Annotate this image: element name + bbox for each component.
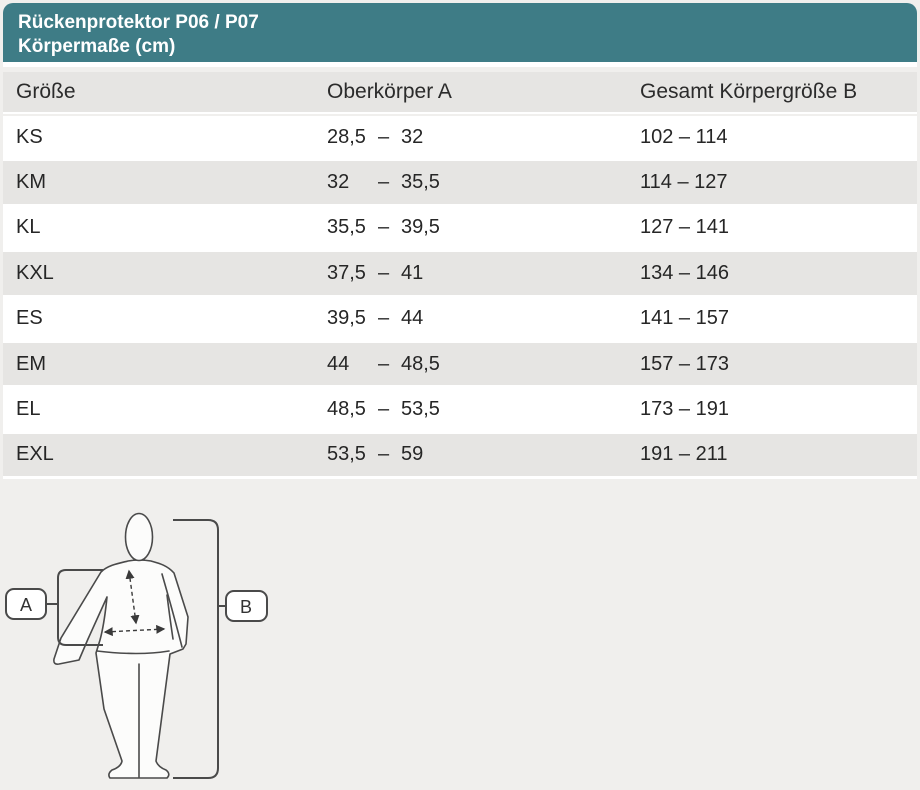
inner-arm-line	[161, 573, 183, 648]
range-b: 127 – 141	[640, 216, 729, 239]
torso-edge-line	[166, 594, 174, 640]
table-row: KXL 37,5–41 134 – 146	[3, 252, 917, 298]
range-b: 157 – 173	[640, 352, 729, 375]
range-a: 37,5–41	[327, 261, 424, 284]
measurement-figure: A B	[5, 512, 268, 779]
range-b: 102 – 114	[640, 125, 728, 148]
range-a: 44–48,5	[327, 352, 440, 375]
bracket-b	[173, 519, 226, 779]
table-title-product: Rückenprotektor P06 / P07	[18, 12, 259, 33]
torso-arms-legs-outline	[53, 559, 189, 779]
table-row: EXL 53,5–59 191 – 211	[3, 433, 917, 480]
column-header-total-height-b: Gesamt Körpergröße B	[640, 80, 858, 103]
table-row: EM 44–48,5 157 – 173	[3, 342, 917, 389]
table-row: ES 39,5–44 141 – 157	[3, 297, 917, 343]
range-a: 53,5–59	[327, 443, 424, 466]
range-a: 39,5–44	[327, 307, 424, 330]
range-a: 35,5–39,5	[327, 216, 440, 239]
waistband-line	[96, 650, 170, 655]
column-header-size: Größe	[16, 80, 76, 103]
label-a-box	[5, 588, 47, 620]
head-outline	[124, 512, 154, 562]
size-label: KS	[16, 125, 43, 148]
back-length-arrow	[125, 569, 140, 625]
label-b-text: B	[240, 597, 252, 617]
table-header-row: Größe Oberkörper A Gesamt Körpergröße B	[3, 72, 917, 114]
size-table-body: KS 28,5–32 102 – 114 KM 32–35,5 114 – 12…	[3, 116, 917, 480]
label-b-box	[225, 590, 268, 622]
range-a: 32–35,5	[327, 171, 440, 194]
size-label: KM	[16, 171, 46, 194]
table-title-bar: Rückenprotektor P06 / P07 Körpermaße (cm…	[3, 3, 917, 67]
bracket-a	[46, 569, 103, 646]
range-a: 28,5–32	[327, 125, 424, 148]
column-header-upper-body-a: Oberkörper A	[327, 80, 452, 103]
range-b: 141 – 157	[640, 307, 729, 330]
body-outline-drawing	[53, 512, 189, 779]
table-row: KL 35,5–39,5 127 – 141	[3, 206, 917, 253]
waist-width-arrow	[103, 624, 166, 637]
size-label: EL	[16, 398, 41, 421]
size-label: ES	[16, 307, 43, 330]
size-label: EM	[16, 352, 46, 375]
table-row: EL 48,5–53,5 173 – 191	[3, 388, 917, 434]
range-b: 191 – 211	[640, 443, 728, 466]
range-b: 134 – 146	[640, 261, 729, 284]
size-label: EXL	[16, 443, 54, 466]
size-label: KL	[16, 216, 41, 239]
label-a-text: A	[20, 595, 32, 615]
table-row: KM 32–35,5 114 – 127	[3, 161, 917, 207]
range-b: 114 – 127	[640, 171, 728, 194]
range-a: 48,5–53,5	[327, 398, 440, 421]
measurement-arrows	[103, 569, 166, 637]
range-b: 173 – 191	[640, 398, 729, 421]
size-label: KXL	[16, 261, 54, 284]
table-row: KS 28,5–32 102 – 114	[3, 116, 917, 162]
table-title-measure-unit: Körpermaße (cm)	[18, 36, 176, 57]
